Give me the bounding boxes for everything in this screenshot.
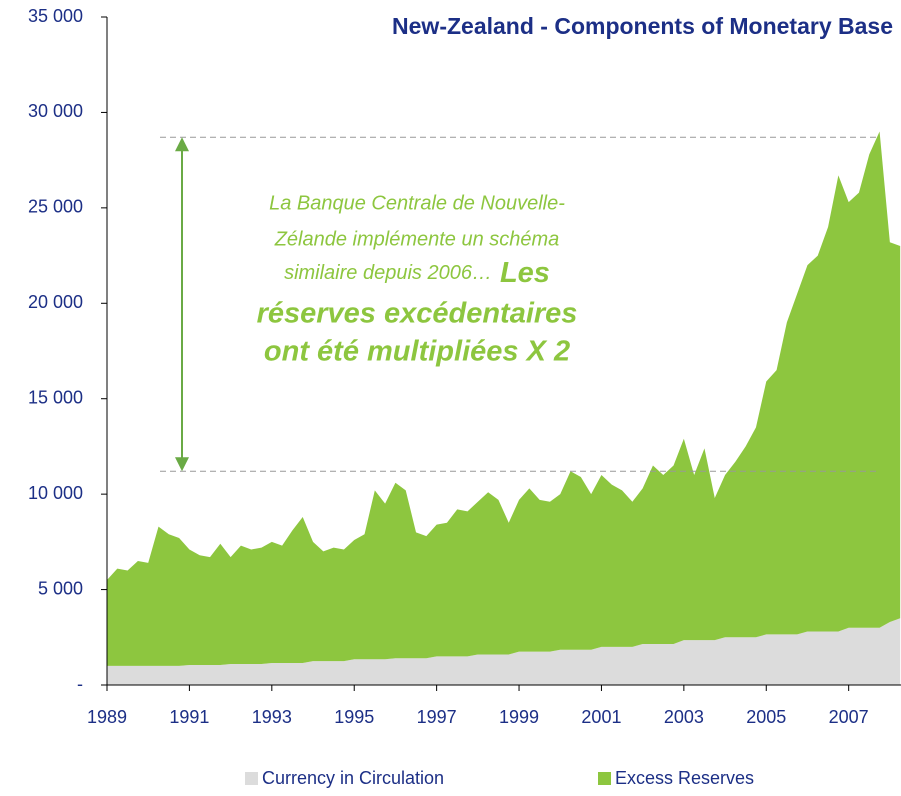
annotation-highlight: Les xyxy=(500,257,550,289)
y-tick-label: 35 000 xyxy=(28,6,83,26)
chart-title: New-Zealand - Components of Monetary Bas… xyxy=(392,13,893,39)
x-tick-label: 2003 xyxy=(664,707,704,727)
arrow-head xyxy=(175,457,189,472)
arrow-head xyxy=(175,137,189,152)
x-tick-label: 1995 xyxy=(334,707,374,727)
y-tick-label: 20 000 xyxy=(28,292,83,312)
annotation-line: Zélande implémente un schéma xyxy=(274,228,560,250)
legend-swatch xyxy=(598,772,611,785)
x-tick-label: 2007 xyxy=(829,707,869,727)
x-tick-label: 1997 xyxy=(417,707,457,727)
legend-label: Excess Reserves xyxy=(615,768,754,788)
y-tick-label: 10 000 xyxy=(28,483,83,503)
legend-swatch xyxy=(245,772,258,785)
x-tick-label: 1991 xyxy=(169,707,209,727)
x-tick-label: 1993 xyxy=(252,707,292,727)
x-tick-label: 1999 xyxy=(499,707,539,727)
y-tick-label: 25 000 xyxy=(28,197,83,217)
x-tick-label: 1989 xyxy=(87,707,127,727)
y-tick-label: - xyxy=(77,674,83,694)
annotation-line: similaire depuis 2006… Les xyxy=(284,257,550,289)
x-tick-label: 2001 xyxy=(581,707,621,727)
y-tick-label: 30 000 xyxy=(28,101,83,121)
y-tick-label: 5 000 xyxy=(38,578,83,598)
legend-label: Currency in Circulation xyxy=(262,768,444,788)
annotation-text: similaire depuis 2006… xyxy=(284,262,492,284)
y-tick-label: 15 000 xyxy=(28,387,83,407)
annotation-highlight: ont été multipliées X 2 xyxy=(264,336,570,368)
x-tick-label: 2005 xyxy=(746,707,786,727)
area xyxy=(107,618,901,685)
annotation-highlight: réserves excédentaires xyxy=(257,298,578,330)
annotation-line: La Banque Centrale de Nouvelle- xyxy=(269,192,565,214)
area xyxy=(107,131,901,666)
